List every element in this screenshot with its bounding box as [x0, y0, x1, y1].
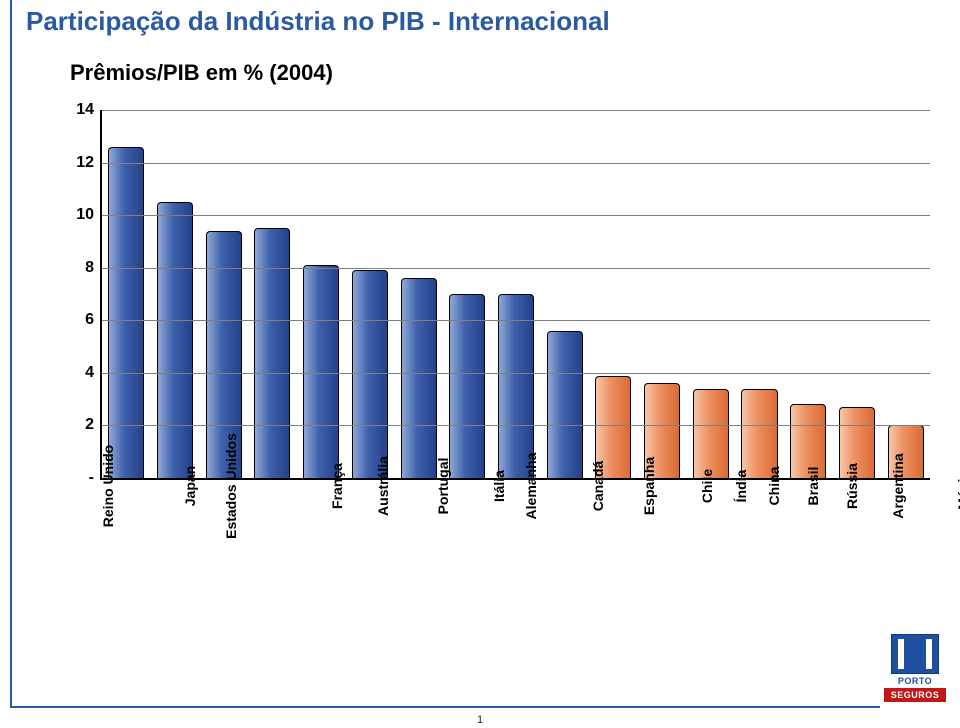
bar-chart: -2468101214 Reino UnidoJapanEstados Unid…: [50, 110, 930, 570]
x-tick-label: Portugal: [435, 482, 492, 570]
x-tick-label: Índia: [733, 482, 766, 570]
gridline: [102, 268, 930, 269]
bar-slot: [394, 110, 443, 478]
x-tick-label: Itália: [491, 482, 523, 570]
bar: [108, 147, 144, 478]
x-tick-label: Estados Unidos: [223, 482, 329, 570]
bar-slot: [346, 110, 395, 478]
bar: [401, 278, 437, 478]
page-subtitle: Prêmios/PIB em % (2004): [70, 60, 333, 86]
bar-slot: [589, 110, 638, 478]
y-tick-label: 2: [85, 416, 94, 434]
y-tick-label: 6: [85, 311, 94, 329]
x-tick-label: Espanha: [641, 482, 699, 570]
x-tick-label: Austrália: [375, 482, 435, 570]
y-tick-label: 4: [85, 364, 94, 382]
bar-slot: [492, 110, 541, 478]
bars-container: [102, 110, 930, 478]
x-tick-label: Alemanha: [523, 482, 590, 570]
gridline: [102, 425, 930, 426]
gridline: [102, 163, 930, 164]
x-tick-label: Brasil: [805, 482, 844, 570]
x-axis-labels: Reino UnidoJapanEstados UnidosFrançaAust…: [100, 482, 930, 570]
gridline: [102, 215, 930, 216]
x-tick-label: China: [766, 482, 805, 570]
bar-slot: [784, 110, 833, 478]
bar: [693, 389, 729, 478]
page-number: 1: [477, 714, 483, 726]
x-tick-label: Argentina: [890, 482, 955, 570]
bar: [352, 270, 388, 478]
x-tick-label: Reino Unido: [100, 482, 182, 570]
bar: [498, 294, 534, 478]
bar-slot: [686, 110, 735, 478]
page-left-rule: [10, 0, 12, 708]
brand-logo-icon: [891, 634, 939, 674]
page-bottom-rule: [10, 706, 880, 708]
y-tick-label: -: [89, 469, 94, 487]
x-tick-label: México: [955, 482, 960, 570]
bar: [449, 294, 485, 478]
y-tick-label: 14: [76, 101, 94, 119]
bar-slot: [297, 110, 346, 478]
brand-logo-text-2: SEGUROS: [884, 688, 946, 702]
bar-slot: [881, 110, 930, 478]
page-title: Participação da Indústria no PIB - Inter…: [26, 6, 610, 37]
plot-area: -2468101214: [100, 110, 930, 480]
x-tick-label: Canadá: [590, 482, 641, 570]
y-tick-label: 8: [85, 259, 94, 277]
bar: [157, 202, 193, 478]
bar-slot: [151, 110, 200, 478]
bar-slot: [833, 110, 882, 478]
x-tick-label: Chile: [699, 482, 733, 570]
bar-slot: [735, 110, 784, 478]
x-tick-label: Japan: [182, 482, 222, 570]
brand-logo: PORTO SEGUROS: [884, 634, 946, 702]
gridline: [102, 320, 930, 321]
bar: [254, 228, 290, 478]
bar: [303, 265, 339, 478]
gridline: [102, 110, 930, 111]
bar-slot: [638, 110, 687, 478]
bar-slot: [443, 110, 492, 478]
bar: [741, 389, 777, 478]
bar: [547, 331, 583, 478]
bar-slot: [540, 110, 589, 478]
bar-slot: [102, 110, 151, 478]
brand-logo-text-1: PORTO: [884, 676, 946, 686]
bar-slot: [199, 110, 248, 478]
gridline: [102, 373, 930, 374]
y-tick-label: 12: [76, 154, 94, 172]
x-tick-label: Rússia: [844, 482, 890, 570]
y-tick-label: 10: [76, 206, 94, 224]
x-tick-label: França: [329, 482, 375, 570]
bar-slot: [248, 110, 297, 478]
